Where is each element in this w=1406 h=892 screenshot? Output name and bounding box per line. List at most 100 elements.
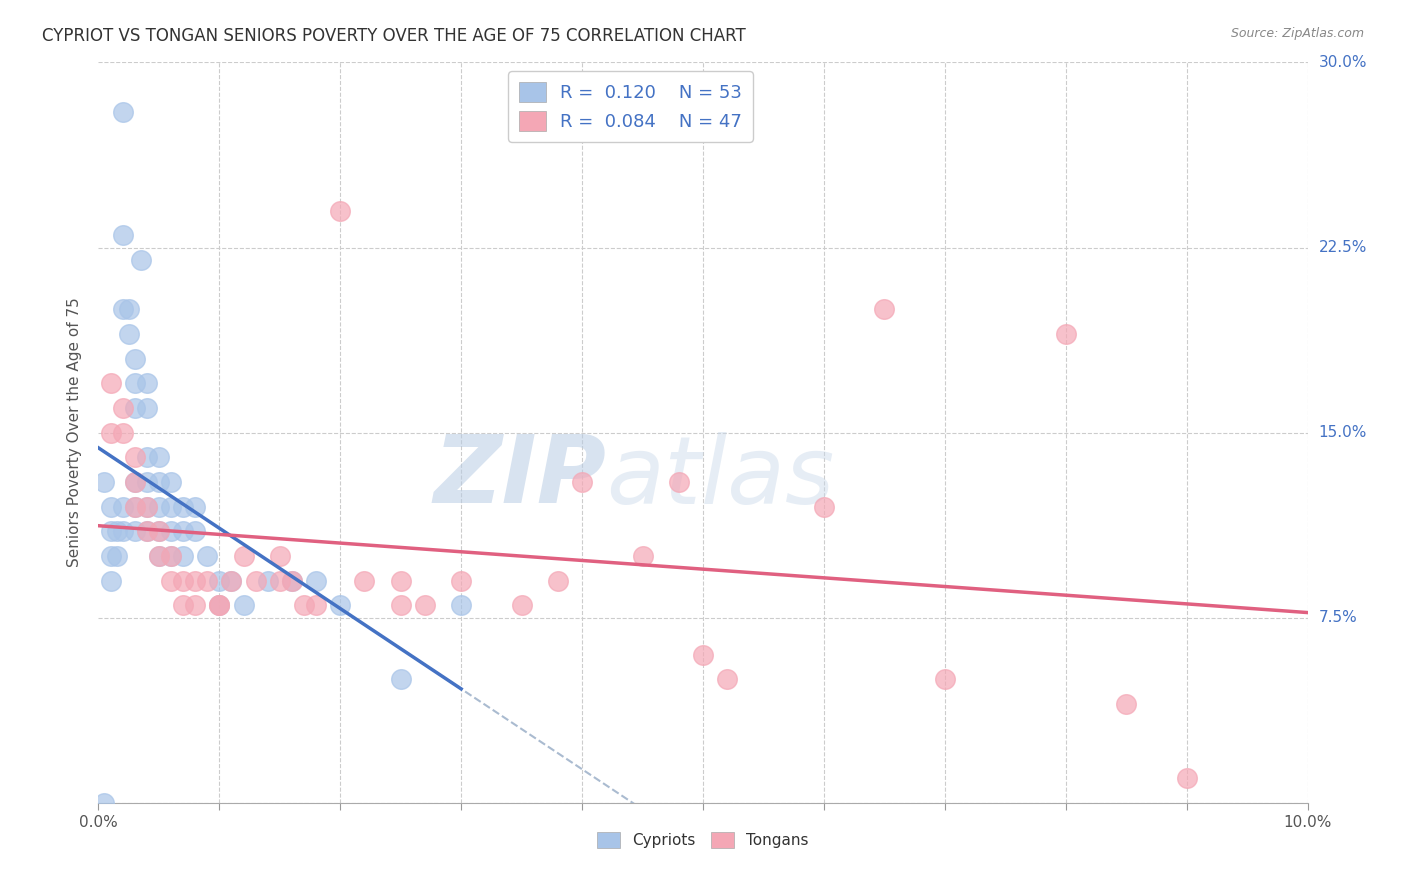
Point — [353, 574, 375, 588]
Point — [100, 376, 122, 391]
Point — [93, 475, 115, 489]
Point — [571, 475, 593, 489]
Point — [100, 524, 122, 539]
Point — [111, 104, 134, 119]
Point — [135, 500, 157, 514]
Point — [232, 599, 254, 613]
Point — [124, 351, 146, 366]
Point — [184, 599, 207, 613]
Point — [281, 574, 304, 588]
Point — [329, 203, 352, 218]
Point — [256, 574, 278, 588]
Point — [281, 574, 304, 588]
Point — [1054, 326, 1077, 341]
Point — [184, 524, 207, 539]
Point — [450, 574, 472, 588]
Point — [105, 549, 128, 563]
Point — [148, 549, 170, 563]
Point — [160, 574, 183, 588]
Point — [135, 500, 157, 514]
Point — [100, 574, 122, 588]
Point — [305, 599, 328, 613]
Y-axis label: Seniors Poverty Over the Age of 75: Seniors Poverty Over the Age of 75 — [67, 298, 83, 567]
Point — [389, 574, 412, 588]
Point — [631, 549, 654, 563]
Point — [148, 549, 170, 563]
Point — [118, 302, 141, 317]
Point — [135, 450, 157, 465]
Point — [148, 524, 170, 539]
Point — [450, 599, 472, 613]
Point — [208, 599, 231, 613]
Point — [160, 549, 183, 563]
Point — [510, 599, 533, 613]
Point — [124, 450, 146, 465]
Legend: Cypriots, Tongans: Cypriots, Tongans — [591, 825, 815, 855]
Point — [129, 252, 152, 267]
Point — [160, 549, 183, 563]
Point — [547, 574, 569, 588]
Point — [111, 500, 134, 514]
Point — [124, 500, 146, 514]
Text: 7.5%: 7.5% — [1319, 610, 1357, 625]
Point — [100, 500, 122, 514]
Point — [111, 302, 134, 317]
Point — [208, 574, 231, 588]
Point — [269, 574, 291, 588]
Point — [111, 228, 134, 243]
Point — [172, 524, 194, 539]
Point — [195, 549, 218, 563]
Point — [124, 376, 146, 391]
Point — [135, 524, 157, 539]
Point — [172, 549, 194, 563]
Point — [135, 401, 157, 415]
Point — [245, 574, 267, 588]
Point — [389, 599, 412, 613]
Point — [160, 524, 183, 539]
Point — [135, 475, 157, 489]
Point — [692, 648, 714, 662]
Point — [124, 524, 146, 539]
Point — [148, 524, 170, 539]
Text: atlas: atlas — [606, 432, 835, 523]
Point — [221, 574, 243, 588]
Point — [389, 673, 412, 687]
Point — [873, 302, 896, 317]
Point — [100, 549, 122, 563]
Point — [148, 500, 170, 514]
Point — [232, 549, 254, 563]
Point — [221, 574, 243, 588]
Point — [172, 574, 194, 588]
Point — [668, 475, 690, 489]
Text: CYPRIOT VS TONGAN SENIORS POVERTY OVER THE AGE OF 75 CORRELATION CHART: CYPRIOT VS TONGAN SENIORS POVERTY OVER T… — [42, 27, 747, 45]
Point — [135, 524, 157, 539]
Point — [93, 796, 115, 810]
Text: 15.0%: 15.0% — [1319, 425, 1367, 440]
Point — [329, 599, 352, 613]
Point — [148, 475, 170, 489]
Point — [172, 500, 194, 514]
Point — [124, 500, 146, 514]
Point — [124, 475, 146, 489]
Point — [208, 599, 231, 613]
Point — [934, 673, 956, 687]
Text: ZIP: ZIP — [433, 431, 606, 523]
Point — [184, 574, 207, 588]
Point — [292, 599, 315, 613]
Point — [172, 599, 194, 613]
Point — [1115, 697, 1137, 711]
Point — [118, 326, 141, 341]
Point — [160, 500, 183, 514]
Point — [269, 549, 291, 563]
Point — [184, 500, 207, 514]
Point — [413, 599, 436, 613]
Point — [111, 401, 134, 415]
Point — [135, 376, 157, 391]
Point — [124, 475, 146, 489]
Point — [105, 524, 128, 539]
Text: Source: ZipAtlas.com: Source: ZipAtlas.com — [1230, 27, 1364, 40]
Point — [124, 401, 146, 415]
Point — [716, 673, 738, 687]
Point — [305, 574, 328, 588]
Text: 22.5%: 22.5% — [1319, 240, 1367, 255]
